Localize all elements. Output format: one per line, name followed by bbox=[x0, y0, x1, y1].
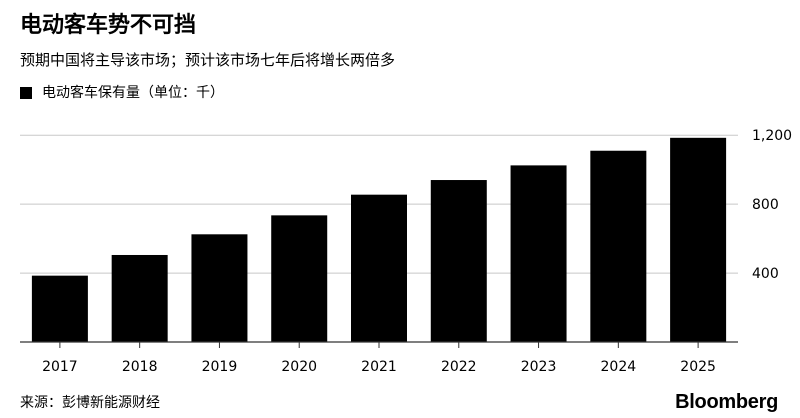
bar-2022 bbox=[430, 180, 487, 342]
bar-2025 bbox=[670, 137, 727, 342]
x-tick-label: 2024 bbox=[601, 359, 637, 375]
legend: 电动客车保有量（单位：千） bbox=[20, 84, 224, 102]
y-tick-label: 400 bbox=[752, 266, 779, 282]
y-tick-label: 1,200 bbox=[752, 128, 792, 144]
x-tick-label: 2020 bbox=[281, 359, 317, 375]
x-tick-label: 2025 bbox=[680, 359, 716, 375]
x-tick-label: 2018 bbox=[122, 359, 158, 375]
bars bbox=[31, 137, 727, 342]
bar-2023 bbox=[510, 165, 567, 342]
x-tick-label: 2019 bbox=[202, 359, 238, 375]
legend-swatch bbox=[20, 87, 32, 99]
bloomberg-logo: Bloomberg bbox=[675, 391, 778, 413]
chart-title: 电动客车势不可挡 bbox=[20, 13, 197, 38]
x-tick-label: 2023 bbox=[521, 359, 557, 375]
legend-label: 电动客车保有量（单位：千） bbox=[42, 85, 224, 101]
axes: 400 800 1,200 2017 2018 2019 2020 2021 2022 2023 2… bbox=[20, 128, 792, 375]
x-tick-label: 2021 bbox=[361, 359, 397, 375]
y-tick-label: 800 bbox=[752, 197, 779, 213]
bar-2019 bbox=[191, 234, 248, 342]
chart-subtitle: 预期中国将主导该市场；预计该市场七年后将增长两倍多 bbox=[20, 51, 396, 69]
x-tick-label: 2017 bbox=[42, 359, 78, 375]
x-tick-label: 2022 bbox=[441, 359, 477, 375]
bar-2018 bbox=[111, 254, 168, 342]
bar-2021 bbox=[351, 194, 407, 342]
source-note: 来源：彭博新能源财经 bbox=[20, 395, 160, 411]
bar-2020 bbox=[271, 215, 328, 342]
bar-2017 bbox=[31, 275, 88, 342]
bar-2024 bbox=[590, 150, 647, 342]
